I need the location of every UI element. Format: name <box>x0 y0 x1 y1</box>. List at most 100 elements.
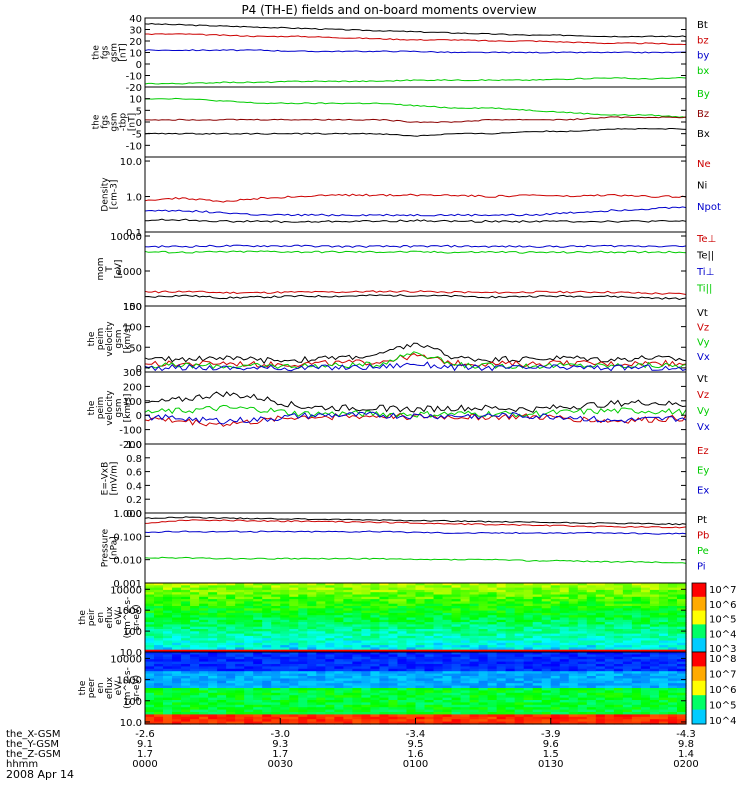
spectrogram-cell <box>415 661 426 665</box>
spectrogram-cell <box>631 647 642 651</box>
spectrogram-cell <box>523 619 534 623</box>
spectrogram-cell <box>523 624 534 628</box>
spectrogram-cell <box>667 664 678 667</box>
spectrogram-cell <box>559 666 570 670</box>
spectrogram-cell <box>595 695 606 699</box>
spectrogram-cell <box>307 596 317 600</box>
spectrogram-cell <box>361 601 372 605</box>
spectrogram-cell <box>496 673 507 677</box>
spectrogram-cell <box>406 631 417 635</box>
spectrogram-cell <box>532 601 543 605</box>
spectrogram-cell <box>487 587 498 591</box>
spectrogram-cell <box>676 673 687 677</box>
spectrogram-cell <box>343 612 353 616</box>
spectrogram-cell <box>469 676 480 679</box>
spectrogram-cell <box>208 661 218 665</box>
ylabel-line: the <box>92 114 102 129</box>
spectrogram-cell <box>235 583 245 586</box>
spectrogram-cell <box>244 645 254 648</box>
spectrogram-cell <box>505 716 516 720</box>
spectrogram-cell <box>424 583 435 586</box>
spectrogram-cell <box>253 608 263 612</box>
spectrogram-cell <box>163 608 173 612</box>
spectrogram-cell <box>235 721 245 725</box>
spectrogram-cell <box>244 640 254 644</box>
spectrogram-cell <box>325 638 335 642</box>
spectrogram-cell <box>541 601 552 605</box>
spectrogram-cell <box>199 678 209 682</box>
spectrogram-cell <box>478 603 489 607</box>
spectrogram-cell <box>559 659 570 663</box>
spectrogram-cell <box>361 659 372 663</box>
spectrogram-cell <box>181 680 191 684</box>
spectrogram-cell <box>217 615 227 619</box>
spectrogram-cell <box>307 661 317 665</box>
spectrogram-cell <box>496 619 507 623</box>
spectrogram-cell <box>343 622 353 625</box>
spectrogram-cell <box>154 608 164 612</box>
spectrogram-cell <box>190 714 200 718</box>
spectrogram-cell <box>541 622 552 625</box>
spectrogram-cell <box>280 649 290 653</box>
spectrogram-cell <box>514 664 525 667</box>
spectrogram-cell <box>271 683 281 687</box>
spectrogram-cell <box>172 617 182 621</box>
ytick-label: 10 <box>129 49 142 60</box>
ytick-label: -5 <box>132 130 142 141</box>
spectrogram-cell <box>460 606 471 609</box>
spectrogram-cell <box>523 661 534 665</box>
colorbar-segment <box>692 607 706 612</box>
spectrogram-cell <box>262 659 272 663</box>
spectrogram-cell <box>244 680 254 684</box>
spectrogram-cell <box>667 695 678 699</box>
spectrogram-cell <box>316 654 326 658</box>
spectrogram-cell <box>487 606 498 609</box>
spectrogram-cell <box>442 688 453 691</box>
spectrogram-cell <box>316 700 326 703</box>
spectrogram-cell <box>217 635 227 639</box>
spectrogram-cell <box>568 592 579 596</box>
spectrogram-cell <box>595 606 606 609</box>
spectrogram-cell <box>253 721 263 725</box>
spectrogram-cell <box>406 671 417 675</box>
spectrogram-cell <box>433 704 444 708</box>
spectrogram-cell <box>595 587 606 591</box>
spectrogram-cell <box>586 603 597 607</box>
spectrogram-cell <box>370 712 381 715</box>
spectrogram-cell <box>667 626 678 630</box>
spectrogram-cell <box>298 592 308 596</box>
spectrogram-cell <box>541 587 552 591</box>
spectrogram-cell <box>181 647 191 651</box>
xaxis-value: 0100 <box>403 759 428 770</box>
spectrogram-cell <box>307 690 317 694</box>
spectrogram-cell <box>397 626 408 630</box>
spectrogram-cell <box>226 617 236 621</box>
spectrogram-cell <box>451 673 462 677</box>
spectrogram-cell <box>523 603 534 607</box>
spectrogram-cell <box>253 617 263 621</box>
spectrogram-cell <box>253 594 263 598</box>
spectrogram-cell <box>289 612 299 616</box>
spectrogram-cell <box>568 656 579 660</box>
spectrogram-cell <box>217 645 227 648</box>
spectrogram-cell <box>379 697 390 701</box>
spectrogram-cell <box>181 690 191 694</box>
spectrogram-cell <box>163 664 173 667</box>
spectrogram-cell <box>271 610 281 614</box>
spectrogram-cell <box>676 712 687 715</box>
spectrogram-cell <box>595 615 606 619</box>
spectrogram-cell <box>550 676 561 679</box>
spectrogram-cell <box>478 680 489 684</box>
spectrogram-cell <box>289 652 299 655</box>
spectrogram-cell <box>253 585 263 589</box>
spectrogram-cell <box>505 596 516 600</box>
spectrogram-cell <box>640 589 651 593</box>
spectrogram-cell <box>361 716 372 720</box>
spectrogram-cell <box>577 594 588 598</box>
spectrogram-cell <box>550 633 561 637</box>
spectrogram-cell <box>361 608 372 612</box>
spectrogram-cell <box>658 638 669 642</box>
spectrogram-cell <box>451 635 462 639</box>
spectrogram-cell <box>559 680 570 684</box>
spectrogram-cell <box>514 721 525 725</box>
